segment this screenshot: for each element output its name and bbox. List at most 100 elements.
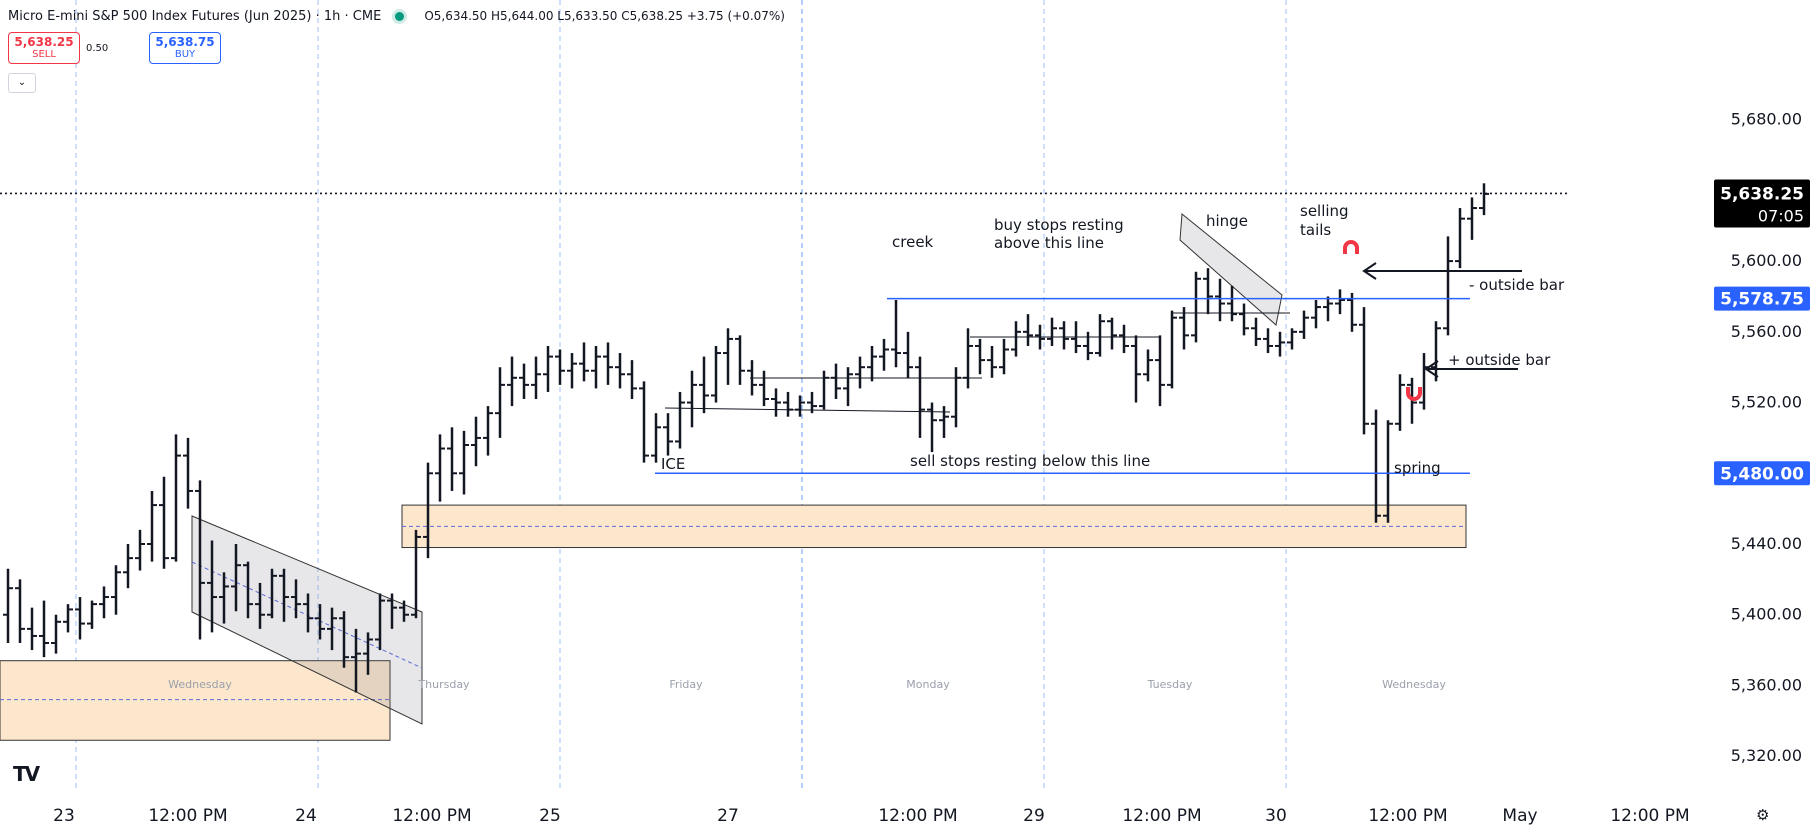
ohlc-bar [1119, 324, 1129, 354]
ohlc-bars [3, 183, 1489, 693]
ohlc-bar [123, 544, 133, 589]
ohlc-bar [1311, 300, 1321, 329]
ohlc-bar [639, 381, 649, 463]
ohlc-bar [1131, 335, 1141, 403]
ohlc-bar [1239, 303, 1249, 336]
ohlc-bar [99, 586, 109, 619]
ohlc-bar [1467, 197, 1477, 240]
chart-annotation: sell stops resting below this line [910, 452, 1150, 470]
ohlc-bar [1335, 289, 1345, 315]
ohlc-bar [1443, 236, 1453, 336]
ohlc-bar [1227, 285, 1237, 322]
y-axis-tick-label: 5,360.00 [1731, 675, 1802, 694]
ohlc-bar [39, 600, 49, 658]
y-axis-tick-label: 5,320.00 [1731, 746, 1802, 765]
tradingview-logo-icon[interactable]: TV [13, 762, 40, 786]
ohlc-bar [447, 427, 457, 491]
y-axis-tick-label: 5,680.00 [1731, 110, 1802, 129]
ohlc-bar [711, 345, 721, 403]
lower-level-box [1714, 461, 1810, 486]
ohlc-bar [231, 544, 241, 612]
x-axis-tick-label: 25 [539, 806, 561, 826]
ohlc-bar [471, 416, 481, 467]
ohlc-bar [51, 614, 61, 654]
ohlc-bar [1299, 310, 1309, 339]
ohlc-bar [195, 480, 205, 640]
sell-label: SELL [32, 49, 56, 60]
x-axis-tick-label: 12:00 PM [392, 806, 471, 826]
ohlc-bar [63, 604, 73, 633]
chart-annotation: spring [1394, 459, 1441, 477]
ohlc-bar [387, 593, 397, 629]
buy-button[interactable]: 5,638.75 BUY [149, 32, 221, 64]
ohlc-bar [867, 345, 877, 382]
ohlc-bar [375, 593, 385, 651]
y-axis-tick-label: 5,520.00 [1731, 393, 1802, 412]
ohlc-bar [279, 568, 289, 622]
ohlc-bar [1215, 278, 1225, 322]
chart-annotation: buy stops resting [994, 216, 1124, 234]
gear-icon[interactable]: ⚙ [1756, 806, 1770, 824]
ohlc-bar [831, 363, 841, 400]
ohlc-bar [591, 345, 601, 389]
ohlc-bar [735, 335, 745, 385]
magnet-icon [1343, 240, 1359, 254]
ohlc-bar [171, 434, 181, 562]
ohlc-bar [1179, 307, 1189, 350]
last-price-box [1714, 179, 1810, 228]
ohlc-bar [267, 568, 277, 619]
ohlc-bar [843, 367, 853, 407]
ohlc-bar [1371, 409, 1381, 523]
support-line [664, 407, 951, 413]
ohlc-bar [1143, 349, 1153, 382]
ohlc-bar [339, 611, 349, 668]
ohlc-bar [603, 342, 613, 385]
ohlc-bar [879, 338, 889, 371]
ohlc-bar [111, 565, 121, 615]
ohlc-bar [1455, 208, 1465, 269]
ohlc-bar [159, 476, 169, 569]
y-axis-tick-label: 5,560.00 [1731, 322, 1802, 341]
ohlc-bar [3, 568, 13, 644]
ohlc-bar [795, 395, 805, 417]
buy-label: BUY [174, 49, 196, 60]
x-axis-tick-label: 30 [1265, 806, 1287, 826]
ohlc-bar [579, 342, 589, 382]
ohlc-bar [1359, 307, 1369, 435]
ohlc-bar [363, 632, 373, 675]
ohlc-bar [327, 607, 337, 651]
ohlc-bar [699, 356, 709, 414]
ohlc-bar [1479, 183, 1489, 216]
ohlc-bar [1167, 310, 1177, 389]
chart-title[interactable]: Micro E-mini S&P 500 Index Futures (Jun … [8, 8, 382, 24]
chart-overlays [0, 192, 1570, 475]
chart-annotation: + outside bar [1448, 351, 1551, 369]
chevron-down-icon[interactable]: ⌄ [8, 73, 36, 93]
arrow-head-icon [1362, 262, 1377, 280]
ohlc-bar [1419, 353, 1429, 410]
ohlc-bar [507, 356, 517, 407]
chart-axes: 5,320.00 5,360.00 5,400.00 5,440.00 5,480.00… [53, 110, 1810, 826]
ohlc-bar [687, 370, 697, 428]
lower-level-label: 5,480.00 [1720, 464, 1804, 484]
ohlc-bar [291, 579, 301, 619]
symbol-header: Micro E-mini S&P 500 Index Futures (Jun … [8, 7, 785, 25]
day-name-label: Tuesday [1147, 678, 1193, 691]
y-axis-tick-label: 5,440.00 [1731, 534, 1802, 553]
y-axis-tick-label: 5,600.00 [1731, 251, 1802, 270]
x-axis-tick-label: May [1502, 806, 1537, 826]
ohlc-bar [135, 529, 145, 571]
ohlc-bar [783, 391, 793, 417]
ohlc-bar [147, 490, 157, 562]
ohlc-bar [1083, 331, 1093, 361]
market-status-icon [395, 11, 405, 21]
ohlc-bar [1383, 420, 1393, 523]
ohlc-bar [1155, 335, 1165, 407]
sell-button[interactable]: 5,638.25 SELL [8, 32, 80, 64]
ohlc-bar [219, 572, 229, 624]
ohlc-bar [399, 600, 409, 622]
ohlc-bar [1395, 374, 1405, 431]
ohlc-bar [927, 402, 937, 453]
ohlc-bar [723, 328, 733, 385]
